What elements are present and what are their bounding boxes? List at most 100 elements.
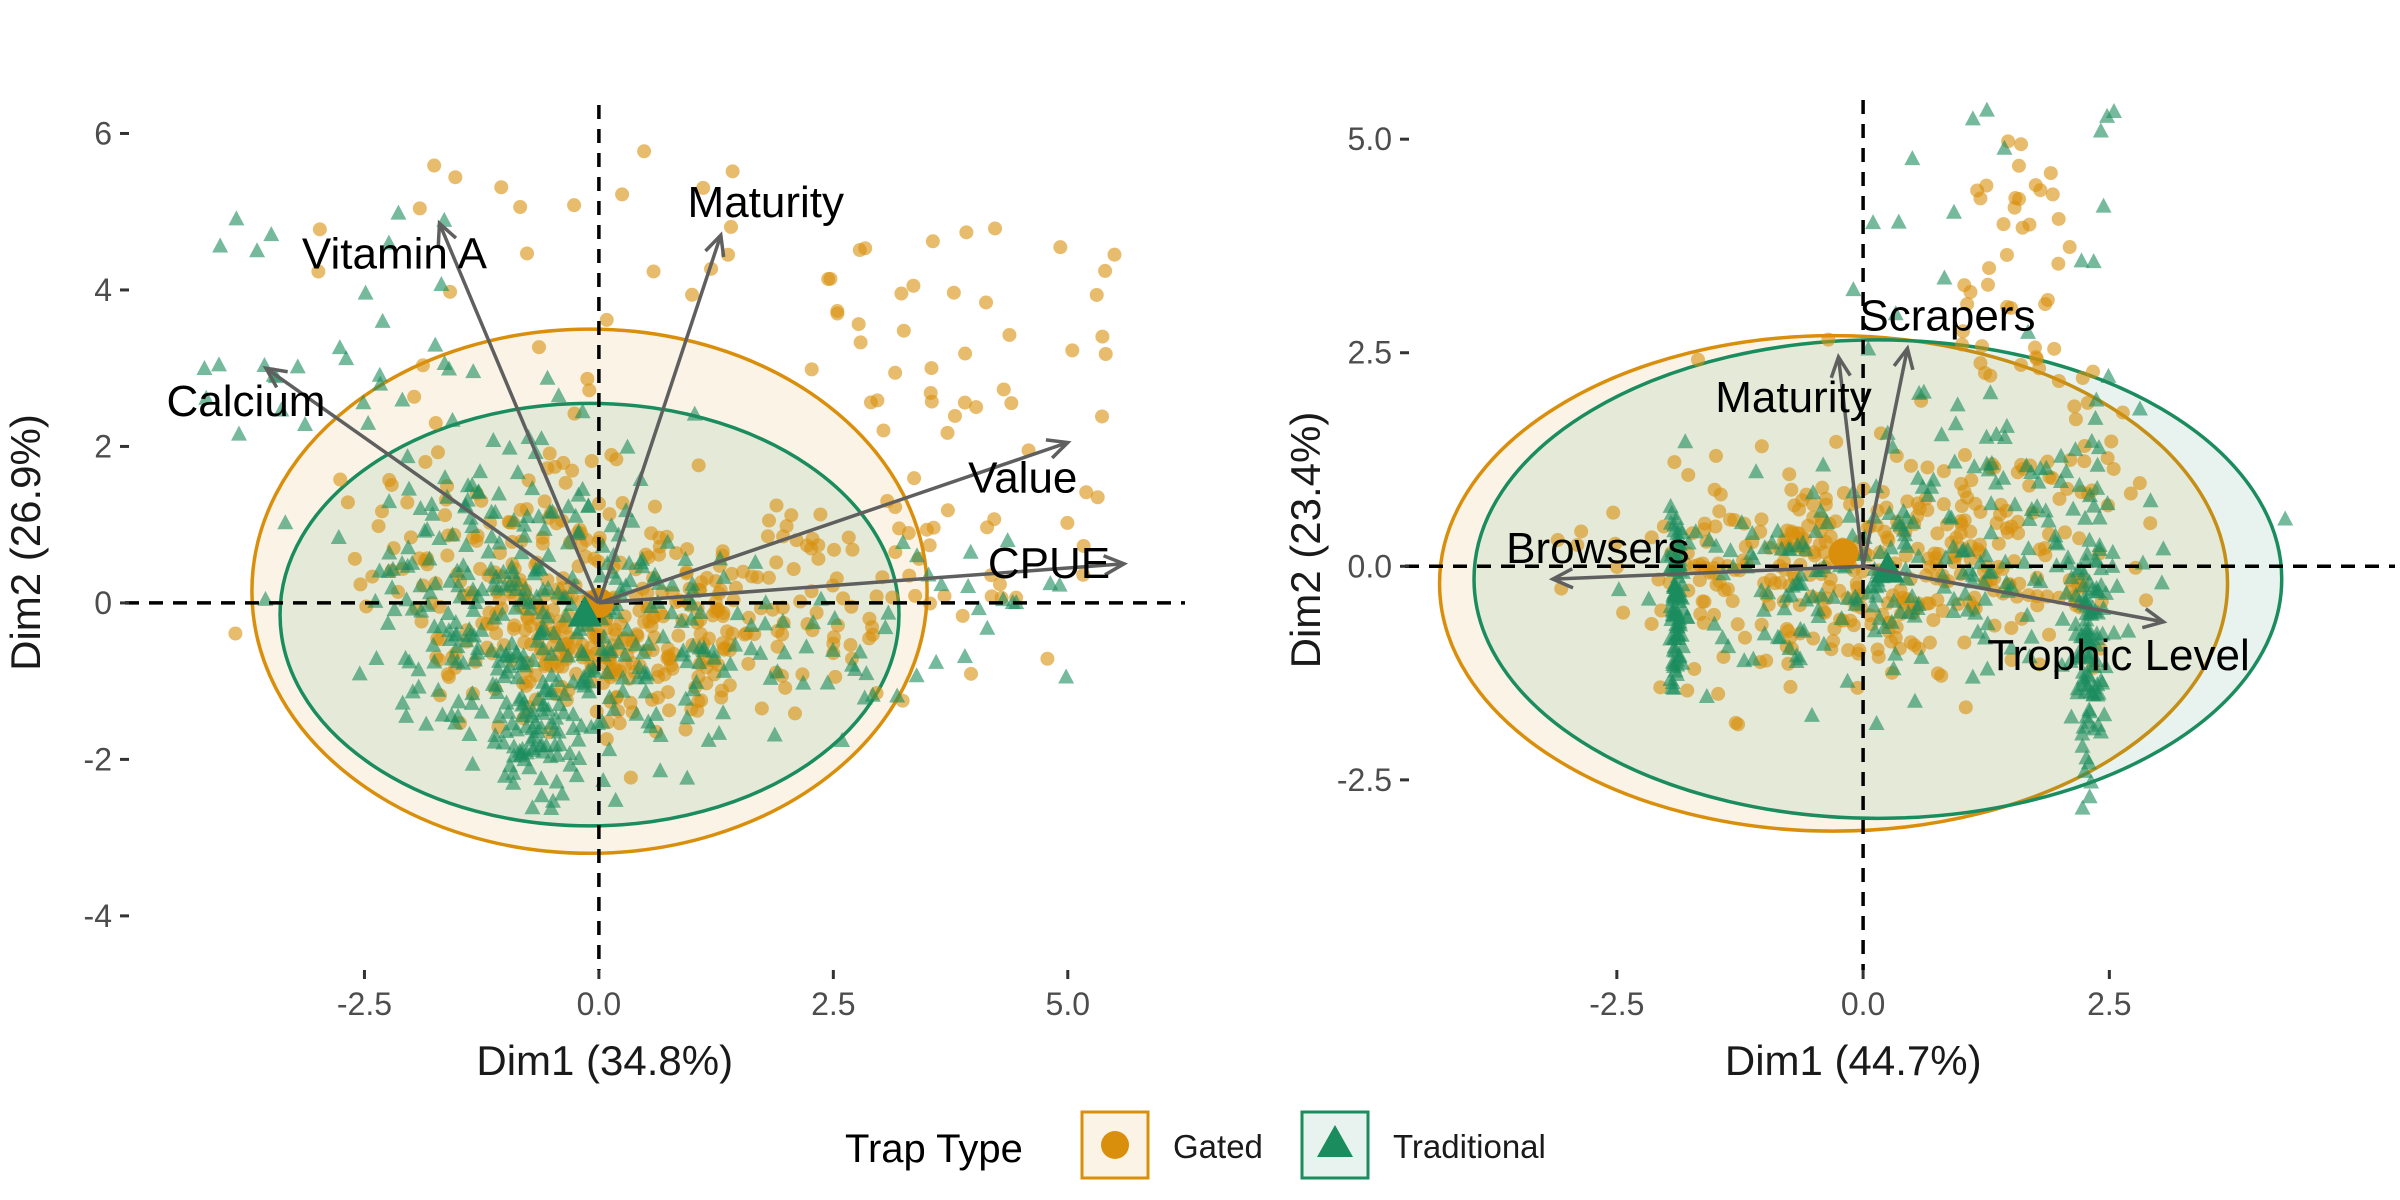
traditional-point <box>464 685 481 701</box>
traditional-point <box>1945 538 1962 554</box>
gated-point <box>892 521 907 536</box>
traditional-point <box>610 634 627 650</box>
y-tick-label: -2 <box>84 741 112 777</box>
traditional-point <box>1764 534 1781 550</box>
gated-point <box>440 548 455 563</box>
traditional-point <box>1957 585 1974 601</box>
traditional-point <box>536 520 553 536</box>
traditional-point <box>555 704 572 720</box>
gated-point <box>1002 327 1017 342</box>
traditional-point <box>664 576 681 592</box>
gated-point <box>2038 297 2053 312</box>
gated-point <box>1754 512 1769 527</box>
traditional-point <box>459 565 476 581</box>
traditional-point <box>1058 668 1075 684</box>
traditional-point <box>449 653 466 669</box>
gated-point <box>907 471 922 486</box>
loading-arrowhead <box>1102 554 1129 577</box>
traditional-point <box>727 636 744 652</box>
traditional-point <box>1815 635 1832 651</box>
gated-point <box>726 593 741 608</box>
traditional-point <box>2109 577 2126 593</box>
gated-point <box>2132 476 2147 491</box>
loading-arrow <box>264 366 600 605</box>
gated-point <box>2042 627 2057 642</box>
traditional-point <box>1896 526 1913 542</box>
traditional-point <box>2082 604 2099 620</box>
gated-point <box>1934 668 1949 683</box>
traditional-point <box>635 644 652 660</box>
y-tick-label: -2.5 <box>1337 762 1392 798</box>
gated-point <box>1687 661 1702 676</box>
gated-point <box>959 225 974 240</box>
loading-label-browsers: Browsers <box>1506 524 1689 573</box>
traditional-point <box>491 534 508 550</box>
traditional-point <box>559 534 576 550</box>
traditional-point <box>970 600 987 616</box>
traditional-point <box>2040 512 2057 528</box>
traditional-point <box>1825 588 1842 604</box>
gated-point <box>353 577 368 592</box>
gated-point <box>1680 683 1695 698</box>
gated-point <box>1922 635 1937 650</box>
traditional-point <box>1920 486 1937 502</box>
traditional-point <box>2081 788 2098 804</box>
traditional-point <box>381 493 398 509</box>
gated-point <box>778 680 793 695</box>
traditional-point <box>496 577 513 593</box>
traditional-point <box>386 601 403 617</box>
traditional-point <box>1889 514 1906 530</box>
traditional-point <box>569 624 586 640</box>
gated-point <box>2032 361 2047 376</box>
gated-point <box>537 494 552 509</box>
gated-point <box>691 458 706 473</box>
gated-point <box>1608 536 1623 551</box>
gated-point <box>2063 452 2078 467</box>
gated-point <box>400 495 415 510</box>
traditional-point <box>1936 269 1953 285</box>
traditional-point <box>539 369 556 385</box>
traditional-point <box>1868 587 1885 603</box>
x-tick-label: 2.5 <box>811 986 855 1022</box>
traditional-point <box>263 226 280 242</box>
traditional-point <box>412 577 429 593</box>
traditional-point <box>679 769 696 785</box>
traditional-point <box>1671 551 1688 567</box>
traditional-point <box>757 615 774 631</box>
traditional-point <box>465 601 482 617</box>
traditional-point <box>1679 608 1696 624</box>
gated-point <box>1060 515 1075 530</box>
gated-point <box>1991 536 2006 551</box>
gated-point <box>646 264 661 279</box>
traditional-point <box>1898 537 1915 553</box>
gated-point <box>2106 461 2121 476</box>
gated-point <box>1004 396 1019 411</box>
traditional-point <box>2073 252 2090 268</box>
traditional-point <box>2006 496 2023 512</box>
gated-point <box>407 389 422 404</box>
gated-point <box>2011 158 2026 173</box>
traditional-point <box>544 503 561 519</box>
gated-point <box>1821 332 1836 347</box>
traditional-point <box>743 617 760 633</box>
traditional-point <box>490 485 507 501</box>
gated-point <box>644 526 659 541</box>
traditional-point <box>2091 537 2108 553</box>
gated-point <box>1912 501 1927 516</box>
gated-point <box>1964 473 1979 488</box>
gated-point <box>1708 448 1723 463</box>
gated-point <box>1737 630 1752 645</box>
traditional-point <box>1865 214 1882 230</box>
trap-type-legend: Trap Type Gated Traditional <box>845 1110 1546 1180</box>
traditional-point <box>434 706 451 722</box>
traditional-point <box>338 350 355 366</box>
gated-point <box>1098 347 1113 362</box>
traditional-point <box>449 707 466 723</box>
gated-point <box>542 446 557 461</box>
gated-point <box>696 180 711 195</box>
traditional-point <box>1667 662 1684 678</box>
traditional-point <box>2059 549 2076 565</box>
traditional-point <box>496 668 513 684</box>
gated-point <box>415 358 430 373</box>
traditional-point <box>2052 447 2069 463</box>
